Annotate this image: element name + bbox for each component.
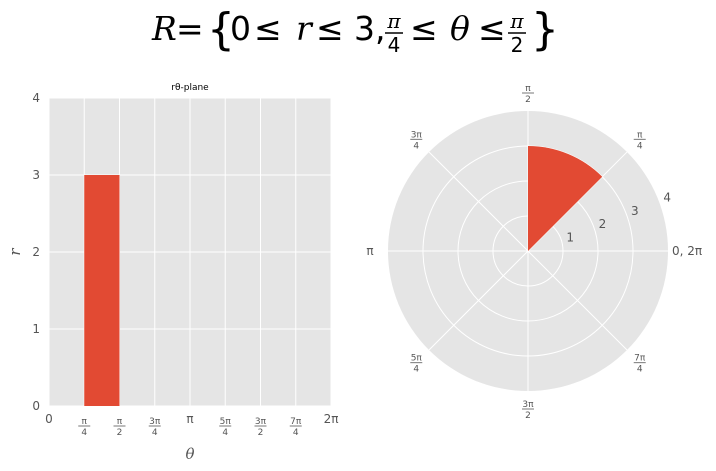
svg-text:θ: θ xyxy=(450,9,470,48)
x-tick-label-0: 0 xyxy=(45,412,53,426)
svg-text:0: 0 xyxy=(45,412,53,426)
x-tick-label-3: 3π4 xyxy=(148,417,161,438)
angular-gridline-5 xyxy=(428,250,529,351)
y-tick-label-4: 4 xyxy=(32,91,40,105)
angular-tick-label-5: 5π4 xyxy=(410,354,422,375)
svg-text:π: π xyxy=(117,417,123,427)
y-tick-label-3: 3 xyxy=(32,168,40,182)
y-tick-label-0: 0 xyxy=(32,399,40,413)
angular-tick-label-3: 3π4 xyxy=(410,130,422,151)
radial-tick-label-0: 1 xyxy=(566,231,574,245)
bars xyxy=(84,175,120,406)
subplot-title: rθ-plane xyxy=(171,83,209,93)
y-tick-labels: 0 1 2 3 4 xyxy=(32,91,40,413)
svg-text:4: 4 xyxy=(637,141,643,151)
svg-text:4: 4 xyxy=(388,33,401,57)
x-tick-label-6: 3π2 xyxy=(254,417,267,438)
svg-text:π: π xyxy=(525,84,531,94)
svg-text:7π: 7π xyxy=(634,354,646,364)
svg-text:π: π xyxy=(509,9,524,33)
svg-text:5π: 5π xyxy=(220,417,232,427)
svg-text:π: π xyxy=(82,417,88,427)
svg-text:2: 2 xyxy=(525,411,531,421)
title-left-brace: { xyxy=(207,4,235,55)
angular-tick-label-4: π xyxy=(366,244,373,258)
svg-text:≤: ≤ xyxy=(410,9,438,48)
title-equals: = xyxy=(176,9,204,48)
y-tick-label-2: 2 xyxy=(32,245,40,259)
radial-tick-label-1: 2 xyxy=(599,217,607,231)
figure-title: R = { 0 ≤ r ≤ 3, π 4 ≤ θ ≤ π 2 } xyxy=(151,4,559,57)
svg-text:π: π xyxy=(186,412,193,426)
angular-tick-label-2: π2 xyxy=(521,84,534,105)
x-tick-label-5: 5π4 xyxy=(219,417,231,438)
svg-text:2: 2 xyxy=(258,428,264,438)
svg-text:5π: 5π xyxy=(411,354,423,364)
x-tick-label-4: π xyxy=(186,412,193,426)
radial-tick-labels: 1 2 3 4 xyxy=(566,190,671,244)
svg-text:π: π xyxy=(386,9,401,33)
grid-lines xyxy=(48,97,332,407)
svg-text:3π: 3π xyxy=(522,400,534,410)
radial-tick-label-3: 4 xyxy=(663,190,671,204)
svg-text:3,: 3, xyxy=(354,9,386,48)
wedge-0 xyxy=(527,146,603,251)
y-tick-label-1: 1 xyxy=(32,322,40,336)
svg-text:2π: 2π xyxy=(324,412,339,426)
svg-text:3π: 3π xyxy=(411,130,423,140)
angular-gridline-7 xyxy=(527,250,628,351)
svg-text:2: 2 xyxy=(117,428,123,438)
svg-text:4: 4 xyxy=(293,428,299,438)
angular-tick-label-6: 3π2 xyxy=(522,400,534,421)
svg-text:2: 2 xyxy=(511,33,524,57)
svg-text:4: 4 xyxy=(413,141,419,151)
svg-text:4: 4 xyxy=(413,365,419,375)
bar-0 xyxy=(84,175,120,406)
svg-text:≤: ≤ xyxy=(254,9,282,48)
svg-text:0: 0 xyxy=(230,9,251,48)
svg-text:4: 4 xyxy=(222,428,228,438)
radial-tick-label-2: 3 xyxy=(631,204,639,218)
title-rhs-rendered: 0 ≤ r ≤ 3, π 4 ≤ θ ≤ π 2 xyxy=(230,9,526,57)
svg-text:π: π xyxy=(637,130,643,140)
svg-text:≤: ≤ xyxy=(316,9,344,48)
y-axis-label: r xyxy=(6,248,24,256)
x-tick-label-8: 2π xyxy=(324,412,339,426)
x-tick-label-2: π2 xyxy=(113,417,126,438)
x-tick-label-1: π4 xyxy=(78,417,91,438)
polar-wedges xyxy=(527,146,603,251)
svg-text:3π: 3π xyxy=(255,417,267,427)
svg-text:3π: 3π xyxy=(149,417,161,427)
svg-text:4: 4 xyxy=(637,365,643,375)
angular-gridline-3 xyxy=(428,151,529,252)
x-axis-label: θ xyxy=(185,445,194,463)
angular-tick-label-1: π4 xyxy=(633,130,646,151)
angular-tick-label-7: 7π4 xyxy=(633,354,646,375)
title-lhs: R xyxy=(151,9,177,48)
svg-text:r: r xyxy=(296,9,314,48)
title-right-brace: } xyxy=(531,4,559,55)
svg-text:4: 4 xyxy=(152,428,158,438)
angular-tick-label-0: 0, 2π xyxy=(672,244,702,258)
svg-text:2: 2 xyxy=(525,95,531,105)
x-tick-label-7: 7π4 xyxy=(289,417,302,438)
svg-text:7π: 7π xyxy=(290,417,302,427)
svg-text:≤: ≤ xyxy=(478,9,506,48)
svg-text:4: 4 xyxy=(81,428,87,438)
